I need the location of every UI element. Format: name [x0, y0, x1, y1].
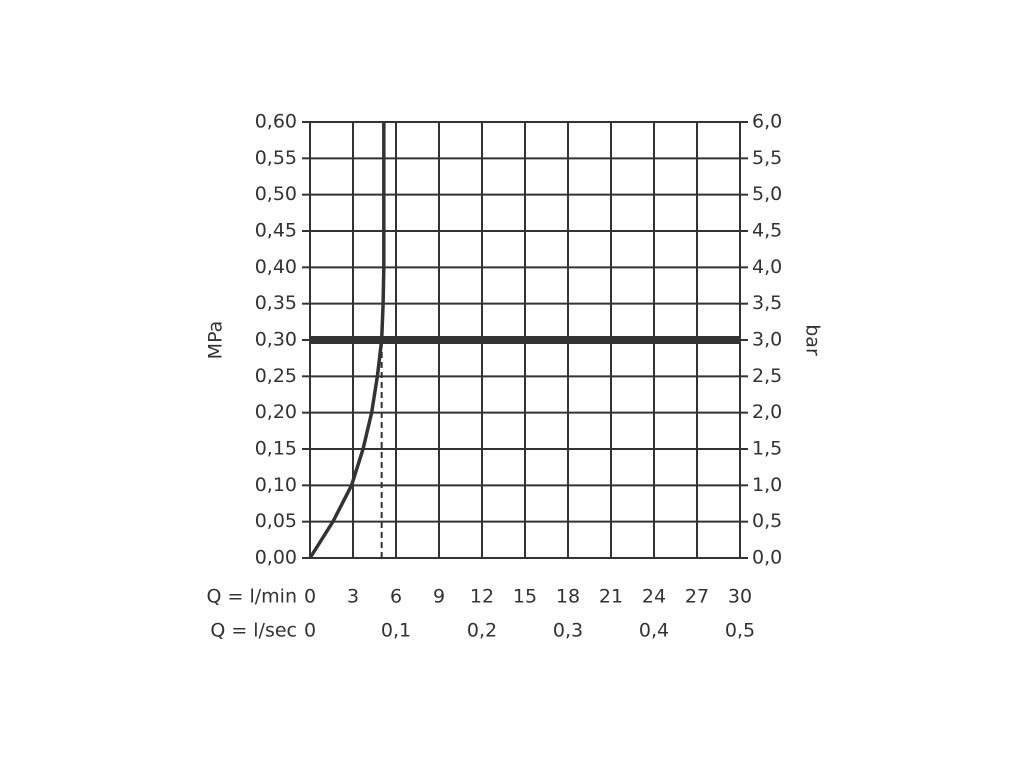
y-tick-label: 0,25 [255, 365, 297, 387]
y-tick-label: 0,20 [255, 401, 297, 423]
y-tick-label: 0,40 [255, 256, 297, 278]
x-axis-label: Q = l/min [207, 586, 297, 608]
y2-tick-label: 6,0 [752, 111, 782, 133]
y-tick-label: 0,55 [255, 147, 297, 169]
y-tick-label: 0,45 [255, 220, 297, 242]
y-tick-label: 0,00 [255, 547, 297, 569]
y2-tick-label: 2,0 [752, 401, 782, 423]
y-tick-label: 0,15 [255, 438, 297, 460]
x-tick-label: 9 [433, 586, 445, 608]
flow-curve [308, 122, 386, 559]
y-tick-label: 0,35 [255, 292, 297, 314]
y-axis-label: MPa [205, 321, 227, 360]
x-tick-label: 30 [728, 586, 752, 608]
x-tick-label: 6 [390, 586, 402, 608]
y-tick-label: 0,50 [255, 183, 297, 205]
y-tick-label: 0,10 [255, 474, 297, 496]
y2-tick-label: 1,0 [752, 474, 782, 496]
y2-tick-label: 3,5 [752, 292, 782, 314]
x2-tick-label: 0,2 [467, 620, 497, 642]
y2-tick-label: 4,0 [752, 256, 782, 278]
x2-tick-label: 0 [304, 620, 316, 642]
y2-tick-label: 5,0 [752, 183, 782, 205]
x-tick-label: 21 [599, 586, 623, 608]
y-tick-label: 0,05 [255, 510, 297, 532]
y2-tick-label: 3,0 [752, 329, 782, 351]
y2-tick-label: 0,0 [752, 547, 782, 569]
x-tick-label: 12 [470, 586, 494, 608]
y2-tick-label: 4,5 [752, 220, 782, 242]
y-tick-label: 0,60 [255, 111, 297, 133]
y-tick-label: 0,30 [255, 329, 297, 351]
y2-tick-label: 0,5 [752, 510, 782, 532]
x-tick-label: 3 [347, 586, 359, 608]
x2-tick-label: 0,4 [639, 620, 669, 642]
x2-axis-label: Q = l/sec [210, 620, 297, 642]
y2-axis-label: bar [802, 324, 824, 356]
y2-tick-label: 1,5 [752, 438, 782, 460]
x-tick-label: 24 [642, 586, 666, 608]
x-tick-label: 27 [685, 586, 709, 608]
x-tick-label: 15 [513, 586, 537, 608]
x2-tick-label: 0,3 [553, 620, 583, 642]
x2-tick-label: 0,5 [725, 620, 755, 642]
x-tick-label: 18 [556, 586, 580, 608]
x-tick-label: 0 [304, 586, 316, 608]
x2-tick-label: 0,1 [381, 620, 411, 642]
y2-tick-label: 5,5 [752, 147, 782, 169]
y2-tick-label: 2,5 [752, 365, 782, 387]
